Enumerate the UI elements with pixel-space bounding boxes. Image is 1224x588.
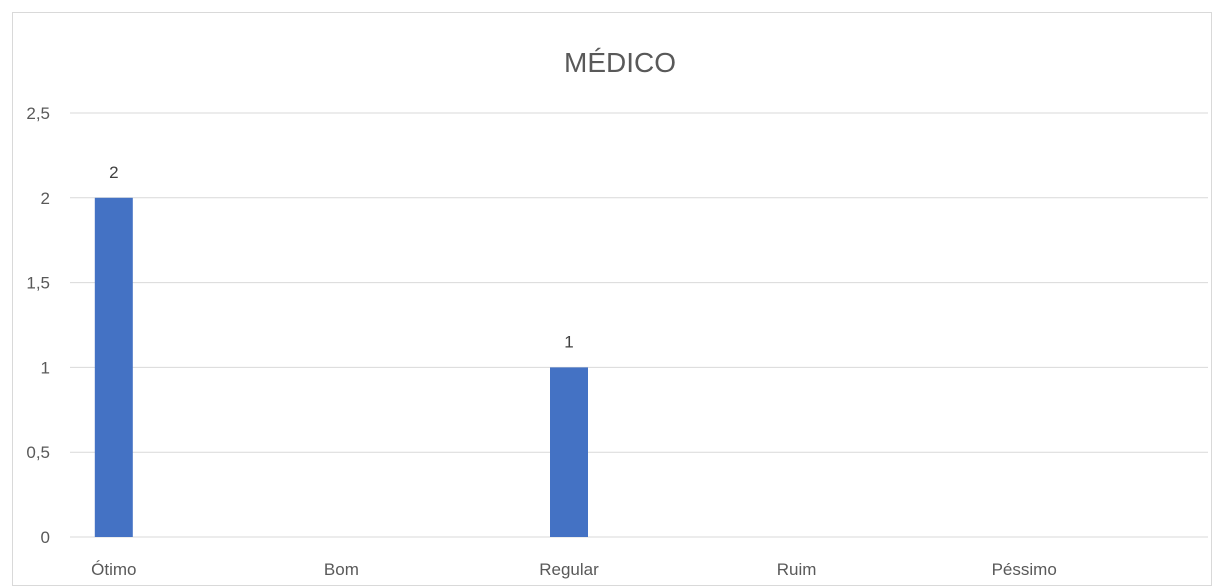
bars — [94, 197, 588, 538]
data-labels: 21 — [109, 163, 574, 352]
y-tick-label: 1 — [41, 358, 50, 377]
y-tick-label: 2,5 — [26, 104, 50, 123]
x-tick-label: Ótimo — [91, 560, 136, 579]
x-tick-label: Bom — [324, 560, 359, 579]
bar — [94, 197, 133, 538]
y-axis-ticks: 0 0,5 1 1,5 2 2,5 — [26, 104, 50, 547]
x-axis-ticks: Ótimo Bom Regular Ruim Péssimo — [91, 560, 1057, 579]
y-tick-label: 1,5 — [26, 274, 50, 293]
data-label: 1 — [564, 332, 573, 351]
y-tick-label: 2 — [41, 189, 50, 208]
y-tick-label: 0,5 — [26, 443, 50, 462]
y-tick-label: 0 — [41, 528, 50, 547]
x-tick-label: Ruim — [777, 560, 817, 579]
data-label: 2 — [109, 163, 118, 182]
gridlines — [70, 112, 1208, 538]
x-tick-label: Regular — [539, 560, 599, 579]
chart-frame — [12, 12, 1212, 586]
bar — [550, 367, 588, 537]
x-tick-label: Péssimo — [992, 560, 1057, 579]
chart-title: MÉDICO — [564, 47, 676, 78]
